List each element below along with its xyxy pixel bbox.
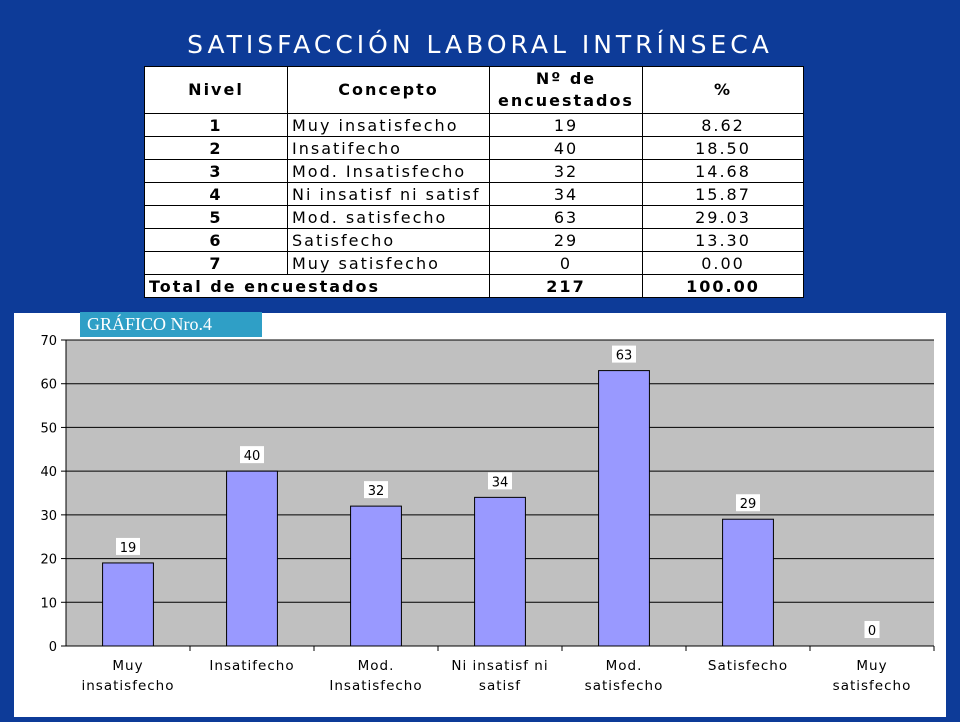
bar-chart: 0 10 20 30 40 50 60 70 19 Muy insatisfecho 40 Insati… xyxy=(40,334,935,694)
table-row: 7 Muy satisfecho 0 0.00 xyxy=(144,251,804,275)
cell-nivel: 5 xyxy=(144,205,288,229)
y-tick-label: 40 xyxy=(40,465,57,480)
table-row: 5 Mod. satisfecho 63 29.03 xyxy=(144,205,804,229)
x-tick-label: Satisfecho xyxy=(708,658,788,674)
y-tick-label: 0 xyxy=(49,640,57,655)
cell-encuestados: 0 xyxy=(489,251,643,275)
bar xyxy=(350,505,402,647)
header-concepto: Concepto xyxy=(287,66,490,114)
y-tick-label: 30 xyxy=(40,509,57,524)
total-label: Total de encuestados xyxy=(144,274,490,298)
cell-concepto: Insatifecho xyxy=(287,136,490,160)
cell-porcentaje: 0.00 xyxy=(642,251,804,275)
table-total-row: Total de encuestados 217 100.00 xyxy=(144,274,804,298)
x-tick-label: Mod. xyxy=(606,658,643,674)
cell-nivel: 3 xyxy=(144,159,288,183)
cell-encuestados: 34 xyxy=(489,182,643,206)
y-tick-label: 70 xyxy=(40,334,57,349)
total-encuestados: 217 xyxy=(489,274,643,298)
data-label: 34 xyxy=(492,475,509,490)
page-title: SATISFACCIÓN LABORAL INTRÍNSECA xyxy=(187,30,773,59)
cell-porcentaje: 29.03 xyxy=(642,205,804,229)
cell-porcentaje: 15.87 xyxy=(642,182,804,206)
cell-encuestados: 40 xyxy=(489,136,643,160)
cell-encuestados: 19 xyxy=(489,113,643,137)
x-tick-label: satisfecho xyxy=(833,678,912,694)
x-tick-label: Insatifecho xyxy=(209,658,294,674)
table-row: 4 Ni insatisf ni satisf 34 15.87 xyxy=(144,182,804,206)
table-body: 1 Muy insatisfecho 19 8.62 2 Insatifecho 40 18.… xyxy=(144,113,804,298)
data-label: 29 xyxy=(740,497,757,512)
x-tick-label: Ni insatisf ni xyxy=(451,658,548,674)
cell-encuestados: 63 xyxy=(489,205,643,229)
x-tick-label: Mod. xyxy=(358,658,395,674)
table-header-row: Nivel Concepto Nº de encuestados % xyxy=(144,66,804,114)
cell-concepto: Mod. satisfecho xyxy=(287,205,490,229)
x-tick-label: Muy xyxy=(856,658,887,674)
cell-nivel: 4 xyxy=(144,182,288,206)
data-label-background xyxy=(364,481,388,499)
data-label-background xyxy=(612,345,636,363)
bar xyxy=(226,470,278,647)
bar xyxy=(474,496,526,647)
table-row: 6 Satisfecho 29 13.30 xyxy=(144,228,804,252)
x-tick-label: Insatisfecho xyxy=(329,678,422,694)
chart-area: 0 10 20 30 40 50 60 70 19 Muy insatisfecho 40 Insati… xyxy=(14,313,946,717)
data-label: 0 xyxy=(868,624,876,639)
data-label: 19 xyxy=(120,541,137,556)
bar xyxy=(722,518,774,647)
cell-porcentaje: 18.50 xyxy=(642,136,804,160)
cell-porcentaje: 13.30 xyxy=(642,228,804,252)
bar xyxy=(598,370,650,647)
cell-concepto: Muy insatisfecho xyxy=(287,113,490,137)
cell-nivel: 2 xyxy=(144,136,288,160)
cell-encuestados: 32 xyxy=(489,159,643,183)
cell-nivel: 6 xyxy=(144,228,288,252)
cell-encuestados: 29 xyxy=(489,228,643,252)
data-label: 40 xyxy=(244,449,261,464)
header-nivel: Nivel xyxy=(144,66,288,114)
header-porcentaje: % xyxy=(642,66,804,114)
table-row: 1 Muy insatisfecho 19 8.62 xyxy=(144,113,804,137)
data-label-background xyxy=(240,446,264,464)
y-tick-label: 50 xyxy=(40,421,57,436)
chart-label: GRÁFICO Nro.4 xyxy=(80,312,262,337)
data-label-background xyxy=(736,494,760,512)
x-tick-label: satisf xyxy=(479,678,521,694)
x-tick-label: Muy xyxy=(112,658,143,674)
cell-porcentaje: 14.68 xyxy=(642,159,804,183)
x-tick-label: satisfecho xyxy=(585,678,664,694)
cell-concepto: Muy satisfecho xyxy=(287,251,490,275)
bar xyxy=(102,562,154,647)
data-label: 63 xyxy=(616,349,633,364)
cell-concepto: Satisfecho xyxy=(287,228,490,252)
total-porcentaje: 100.00 xyxy=(642,274,804,298)
data-label-background xyxy=(864,621,880,638)
y-tick-label: 60 xyxy=(40,378,57,393)
x-tick-label: insatisfecho xyxy=(82,678,175,694)
cell-porcentaje: 8.62 xyxy=(642,113,804,137)
header-encuestados: Nº de encuestados xyxy=(489,66,643,114)
table-row: 3 Mod. Insatisfecho 32 14.68 xyxy=(144,159,804,183)
data-table: Nivel Concepto Nº de encuestados % 1 Muy … xyxy=(144,66,804,298)
cell-nivel: 7 xyxy=(144,251,288,275)
cell-concepto: Ni insatisf ni satisf xyxy=(287,182,490,206)
y-tick-label: 20 xyxy=(40,553,57,568)
data-label-background xyxy=(488,472,512,490)
table-row: 2 Insatifecho 40 18.50 xyxy=(144,136,804,160)
y-tick-label: 10 xyxy=(40,596,57,611)
data-label-background xyxy=(116,537,140,555)
cell-nivel: 1 xyxy=(144,113,288,137)
cell-concepto: Mod. Insatisfecho xyxy=(287,159,490,183)
data-label: 32 xyxy=(368,484,385,499)
